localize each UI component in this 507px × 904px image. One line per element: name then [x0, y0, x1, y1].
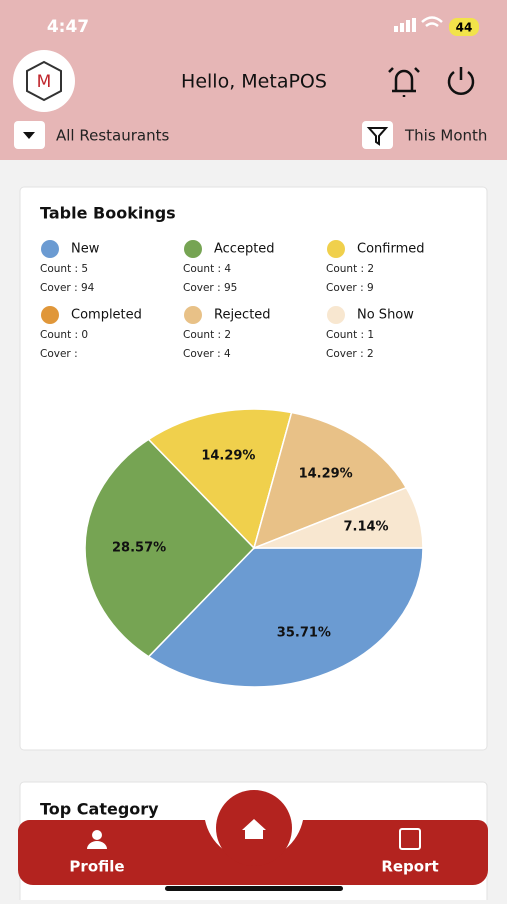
slice-label: 14.29% [299, 467, 353, 482]
legend-count: Count : 2 [183, 329, 231, 341]
legend-count: Count : 5 [40, 263, 88, 275]
logout-button[interactable] [447, 67, 475, 95]
logo[interactable] [13, 50, 75, 112]
pie-slice [252, 411, 408, 550]
legend-label: Rejected [214, 308, 271, 323]
legend-cover: Cover : 2 [326, 348, 374, 360]
home-indicator [165, 886, 343, 891]
battery-level: 44 [456, 21, 473, 35]
legend-label: Completed [71, 308, 142, 323]
legend-label: New [71, 242, 100, 257]
pie-slice [147, 547, 424, 688]
pie-slice [84, 438, 256, 658]
legend-swatch [41, 240, 59, 258]
legend-cover: Cover : 94 [40, 282, 95, 294]
logo-frame [26, 60, 62, 102]
legend-label: Confirmed [357, 242, 425, 257]
status-time: 4:47 [47, 17, 89, 37]
legend-count: Count : 4 [183, 263, 231, 275]
legend-cover: Cover : 9 [326, 282, 374, 294]
chart-title: Table Bookings [40, 204, 176, 223]
header-background [0, 0, 507, 160]
dropdown-icon [23, 132, 35, 139]
restaurant-filter[interactable]: All Restaurants [56, 127, 169, 145]
wifi-icon [421, 16, 443, 28]
legend-swatch [327, 240, 345, 258]
pie-chart: New Count : 5 Cover : 94 Accepted Count : 4 C… [40, 240, 425, 688]
nav-report[interactable]: Report [381, 858, 438, 876]
legend-swatch [327, 306, 345, 324]
legend-count: Count : 2 [326, 263, 374, 275]
signal-icon [394, 18, 416, 32]
pie-slice [147, 408, 293, 550]
profile-icon [92, 830, 102, 840]
legend-swatch [184, 240, 202, 258]
nav-profile[interactable]: Profile [69, 858, 124, 876]
legend-label: Accepted [214, 242, 275, 257]
legend-count: Count : 1 [326, 329, 374, 341]
filter-icon [366, 127, 389, 146]
legend-label: No Show [357, 308, 414, 323]
top-category-title: Top Category [40, 800, 159, 819]
legend-swatch [184, 306, 202, 324]
profile-icon-body [87, 841, 107, 849]
legend-cover: Cover : 4 [183, 348, 231, 360]
battery [449, 18, 479, 36]
slice-label: 28.57% [112, 541, 166, 556]
report-icon [399, 828, 421, 850]
slice-label: 14.29% [201, 448, 255, 463]
legend-cover: Cover : [40, 348, 78, 360]
bottom-nav [18, 819, 488, 885]
slice-label: 35.71% [277, 626, 331, 641]
period-filter[interactable]: This Month [404, 127, 487, 145]
legend-count: Count : 0 [40, 329, 88, 341]
home-icon [242, 819, 266, 839]
legend-cover: Cover : 95 [183, 282, 237, 294]
notification-button[interactable] [388, 67, 420, 97]
greeting: Hello, MetaPOS [181, 71, 327, 93]
slice-label: 7.14% [343, 519, 388, 534]
legend-swatch [41, 306, 59, 324]
period-filter-button[interactable] [362, 121, 393, 149]
logo-letter: M [37, 72, 52, 92]
pie-slice [253, 486, 424, 549]
